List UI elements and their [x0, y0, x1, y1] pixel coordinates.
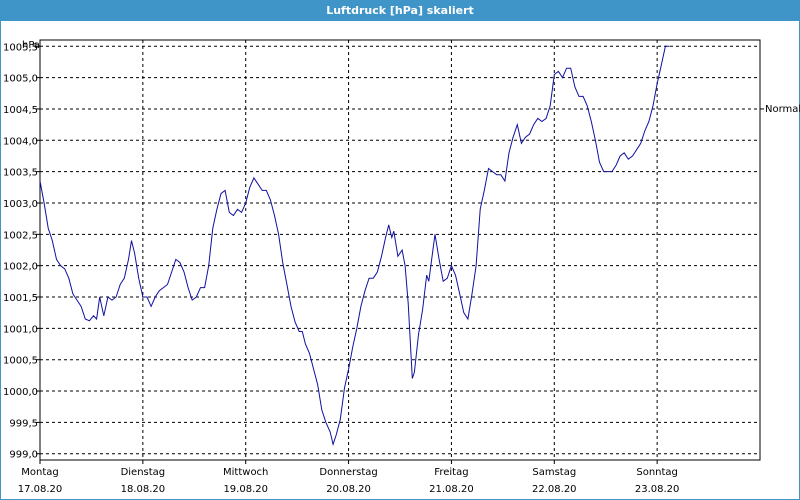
y-tick-label: 1005,0: [3, 74, 38, 85]
plot-frame: [39, 39, 761, 461]
x-tick-date: 17.08.20: [18, 484, 63, 495]
y-tick-label: 1001,5: [3, 293, 38, 304]
y-axis-unit: hPa: [22, 40, 40, 51]
y-tick-label: 1003,0: [3, 199, 38, 210]
x-tick-day: Samstag: [532, 467, 576, 478]
x-tick-day: Donnerstag: [319, 467, 377, 478]
x-tick-date: 19.08.20: [223, 484, 268, 495]
y-tick-label: 1001,0: [3, 324, 38, 335]
x-tick-day: Dienstag: [121, 467, 166, 478]
y-tick-label: 1002,0: [3, 262, 38, 273]
y-tick-label: 1002,5: [3, 230, 38, 241]
x-tick-day: Sonntag: [636, 467, 678, 478]
pressure-line: [39, 45, 670, 447]
y-tick-label: 1005,5: [3, 42, 38, 53]
x-tick-date: 18.08.20: [121, 484, 166, 495]
x-tick-day: Montag: [21, 467, 58, 478]
x-tick-date: 23.08.20: [635, 484, 680, 495]
y-tick-label: 1004,0: [3, 136, 38, 147]
y-tick-label: 1004,5: [3, 105, 38, 116]
y-tick-label: 1003,5: [3, 168, 38, 179]
x-tick-day: Mittwoch: [223, 467, 268, 478]
y-tick-label: 1000,0: [3, 387, 38, 398]
x-tick-date: 20.08.20: [326, 484, 371, 495]
y-tick-label: 999,0: [9, 450, 38, 461]
y-tick-label: 1000,5: [3, 356, 38, 367]
x-tick-date: 22.08.20: [532, 484, 577, 495]
window-title: Luftdruck [hPa] skaliert: [1, 1, 799, 21]
x-tick-day: Freitag: [434, 467, 468, 478]
x-tick-date: 21.08.20: [429, 484, 474, 495]
y-tick-label: 999,5: [9, 418, 38, 429]
reference-label: Normal: [765, 104, 800, 115]
